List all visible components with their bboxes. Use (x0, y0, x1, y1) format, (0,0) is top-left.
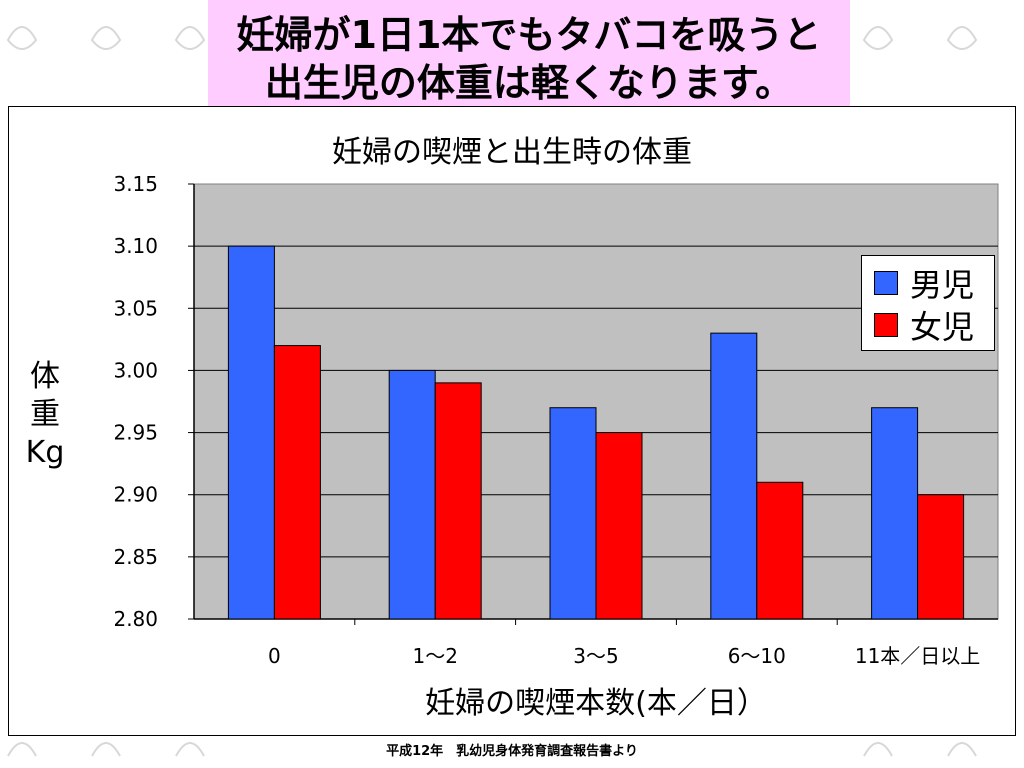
legend-item-female: 女児 (874, 304, 994, 346)
bar-male (227, 245, 275, 620)
source-note: 平成12年 乳幼児身体発育調査報告書より (386, 744, 638, 759)
headline-line-1: 妊婦が1日1本でもタバコを吸うと (236, 13, 822, 57)
x-tick-label: 11本／日以上 (855, 644, 980, 668)
x-tick-label: 3～5 (573, 644, 618, 668)
chart-legend: 男児 女児 (861, 255, 995, 351)
bar-female (756, 481, 804, 620)
y-tick-label: 2.95 (113, 421, 158, 445)
y-axis-label-char-1: 体 (30, 359, 60, 394)
y-tick-label: 2.80 (113, 607, 158, 631)
y-tick-label: 3.05 (113, 296, 158, 320)
bar-female (273, 345, 321, 620)
y-tick-label: 2.85 (113, 545, 158, 569)
chart-title: 妊婦の喫煙と出生時の体重 (332, 135, 692, 170)
x-axis-label: 妊婦の喫煙本数(本／日） (425, 686, 767, 721)
bar-female (595, 432, 643, 620)
y-axis-label: 体 重 Kg (20, 358, 70, 472)
headline-line-2: 出生児の体重は軽くなります。 (264, 61, 794, 105)
y-axis-label-char-2: 重 (30, 397, 60, 432)
headline-box: 妊婦が1日1本でもタバコを吸うと 出生児の体重は軽くなります。 (208, 0, 850, 118)
legend-swatch-male (874, 271, 898, 295)
y-axis-label-char-3: Kg (25, 435, 65, 470)
y-tick-label: 2.90 (113, 483, 158, 507)
bar-female (434, 382, 482, 620)
bar-male (549, 407, 597, 620)
legend-item-male: 男児 (874, 262, 994, 304)
y-tick-label: 3.15 (113, 172, 158, 196)
x-tick-label: 1～2 (412, 644, 457, 668)
legend-label-male: 男児 (910, 266, 975, 304)
x-tick-label: 0 (268, 644, 281, 668)
y-tick-label: 3.00 (113, 358, 158, 382)
bar-male (388, 369, 436, 620)
bar-female (917, 494, 965, 620)
bar-male (871, 407, 919, 620)
legend-swatch-female (874, 313, 898, 337)
legend-label-female: 女児 (910, 308, 975, 346)
x-tick-label: 6～10 (728, 644, 786, 668)
bar-male (710, 332, 758, 620)
y-tick-label: 3.10 (113, 234, 158, 258)
chart: 妊婦の喫煙と出生時の体重 3.15 3.10 3.05 3.00 2.95 2.90 2.8… (113, 135, 999, 721)
